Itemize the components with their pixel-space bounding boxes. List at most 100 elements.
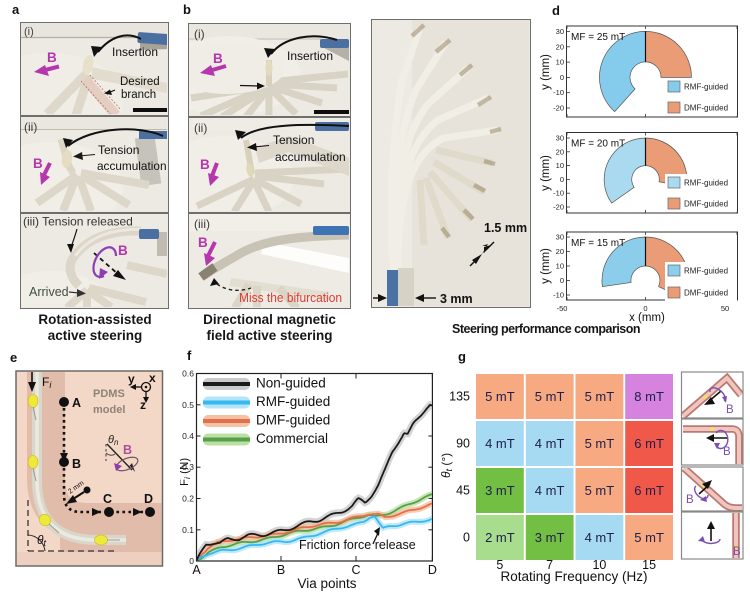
svg-text:y (mm): y (mm) (540, 155, 552, 191)
svg-text:Miss the bifurcation: Miss the bifurcation (239, 291, 342, 305)
svg-text:0.2: 0.2 (182, 494, 194, 504)
svg-text:7: 7 (546, 558, 553, 572)
svg-text:B: B (200, 157, 210, 172)
svg-text:0: 0 (560, 276, 564, 285)
svg-text:0: 0 (560, 73, 564, 82)
svg-text:D: D (428, 563, 437, 577)
svg-text:30: 30 (556, 27, 564, 36)
svg-text:Non-guided: Non-guided (256, 376, 326, 391)
svg-text:Via points: Via points (297, 576, 356, 591)
svg-text:2 mT: 2 mT (485, 530, 515, 545)
svg-text:Friction force release: Friction force release (299, 538, 416, 552)
svg-text:-50: -50 (557, 304, 568, 313)
svg-text:y (mm): y (mm) (540, 248, 552, 284)
svg-text:θt: θt (37, 533, 47, 548)
svg-text:3 mT: 3 mT (485, 483, 515, 498)
svg-text:MF = 15 mT: MF = 15 mT (571, 238, 625, 249)
svg-text:DMF-guided: DMF-guided (256, 413, 330, 428)
svg-text:0.3: 0.3 (182, 462, 194, 472)
svg-text:-10: -10 (553, 189, 564, 198)
svg-text:Arrived: Arrived (29, 285, 69, 299)
svg-text:5 mT: 5 mT (585, 483, 615, 498)
svg-text:0.4: 0.4 (182, 431, 194, 441)
svg-text:x (mm): x (mm) (629, 312, 665, 324)
svg-text:0: 0 (560, 175, 564, 184)
svg-text:(ii): (ii) (194, 121, 207, 135)
svg-text:accumulation: accumulation (275, 150, 346, 164)
svg-text:DMF-guided: DMF-guided (684, 200, 728, 209)
svg-text:-10: -10 (553, 291, 564, 300)
svg-text:20: 20 (556, 247, 564, 256)
svg-text:B: B (726, 404, 734, 416)
svg-text:B: B (198, 235, 208, 250)
svg-text:Rotating Frequency (Hz): Rotating Frequency (Hz) (500, 569, 647, 584)
svg-text:B: B (277, 563, 285, 577)
svg-text:6 mT: 6 mT (634, 483, 664, 498)
svg-text:C: C (103, 492, 112, 506)
svg-text:MF = 20 mT: MF = 20 mT (571, 139, 625, 150)
svg-text:4 mT: 4 mT (535, 436, 565, 451)
svg-text:30: 30 (556, 233, 564, 242)
svg-text:-10: -10 (553, 88, 564, 97)
svg-text:15: 15 (642, 558, 656, 572)
svg-text:B: B (33, 156, 43, 171)
svg-text:C: C (351, 563, 360, 577)
svg-text:5 mT: 5 mT (485, 389, 515, 404)
svg-text:accumulation: accumulation (97, 159, 167, 173)
svg-text:PDMS: PDMS (93, 388, 125, 400)
svg-text:B: B (118, 243, 128, 258)
svg-text:MF = 25 mT: MF = 25 mT (571, 32, 625, 43)
svg-text:B: B (723, 446, 731, 458)
svg-text:5 mT: 5 mT (585, 389, 615, 404)
svg-text:Tension: Tension (98, 143, 139, 157)
svg-text:B: B (213, 51, 223, 66)
svg-text:5 mT: 5 mT (634, 530, 664, 545)
svg-text:(i): (i) (24, 26, 34, 38)
svg-text:A: A (72, 396, 81, 410)
svg-text:50: 50 (721, 304, 729, 313)
svg-text:1.5 mm: 1.5 mm (484, 221, 527, 235)
svg-text:RMF-guided: RMF-guided (684, 267, 728, 276)
svg-text:20: 20 (556, 147, 564, 156)
svg-text:4 mT: 4 mT (535, 483, 565, 498)
svg-text:3 mT: 3 mT (535, 530, 565, 545)
svg-text:(iii): (iii) (194, 217, 210, 231)
svg-text:θt (°): θt (°) (440, 453, 454, 478)
svg-text:10: 10 (592, 558, 606, 572)
svg-text:model: model (93, 404, 125, 416)
svg-text:10: 10 (556, 58, 564, 67)
svg-text:Commercial: Commercial (256, 431, 328, 446)
svg-text:x: x (149, 371, 156, 385)
svg-text:4 mT: 4 mT (585, 530, 615, 545)
svg-text:Fi: Fi (42, 375, 52, 390)
svg-text:Desired: Desired (120, 76, 160, 88)
svg-text:0.6: 0.6 (182, 369, 194, 379)
svg-text:Tension: Tension (273, 133, 314, 147)
svg-text:(ii): (ii) (24, 120, 37, 134)
svg-text:B: B (686, 494, 694, 506)
svg-text:0: 0 (643, 304, 647, 313)
svg-text:-20: -20 (553, 203, 564, 212)
svg-text:B: B (72, 457, 81, 471)
svg-text:D: D (144, 492, 153, 506)
svg-text:8 mT: 8 mT (634, 389, 664, 404)
svg-text:30: 30 (556, 134, 564, 143)
svg-text:5: 5 (496, 558, 503, 572)
svg-text:4 mT: 4 mT (485, 436, 515, 451)
svg-text:Fi (N): Fi (N) (180, 458, 192, 486)
svg-text:RMF-guided: RMF-guided (684, 83, 728, 92)
svg-text:10: 10 (556, 161, 564, 170)
svg-text:-20: -20 (553, 104, 564, 113)
svg-text:DMF-guided: DMF-guided (684, 289, 728, 298)
svg-text:5 mT: 5 mT (585, 436, 615, 451)
svg-text:10: 10 (556, 262, 564, 271)
svg-text:20: 20 (556, 42, 564, 51)
svg-text:y (mm): y (mm) (540, 54, 552, 90)
svg-text:Insertion: Insertion (112, 45, 158, 59)
svg-text:(iii) Tension released: (iii) Tension released (23, 215, 133, 229)
svg-text:6 mT: 6 mT (634, 436, 664, 451)
svg-text:(i): (i) (194, 27, 205, 41)
svg-text:B: B (47, 50, 57, 65)
svg-text:RMF-guided: RMF-guided (256, 394, 330, 409)
svg-text:RMF-guided: RMF-guided (684, 179, 728, 188)
